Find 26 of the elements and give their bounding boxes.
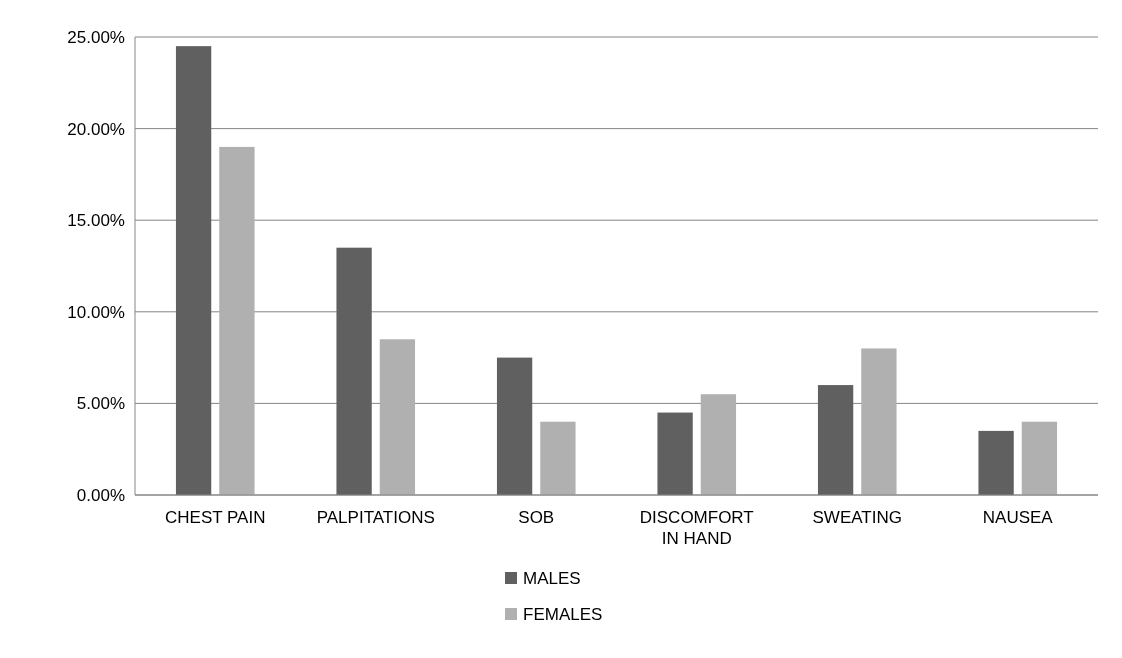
x-tick-label: SWEATING — [812, 508, 902, 527]
x-tick-label: NAUSEA — [982, 508, 1054, 527]
bar — [1021, 421, 1058, 495]
legend-label: FEMALES — [523, 604, 603, 624]
bar — [379, 339, 416, 495]
y-tick-label: 20.00% — [67, 119, 125, 139]
x-tick-label: CHEST PAIN — [165, 508, 266, 527]
bar — [175, 46, 212, 495]
bar — [657, 412, 693, 495]
legend-label: MALES — [523, 568, 581, 588]
x-tick-label: SOB — [518, 508, 555, 527]
bar — [978, 430, 1014, 495]
y-tick-label: 0.00% — [76, 485, 125, 505]
bar — [540, 421, 576, 495]
y-tick-label: 25.00% — [67, 27, 125, 47]
bar — [219, 146, 255, 495]
bar — [817, 385, 854, 495]
bar — [861, 348, 897, 495]
y-tick-label: 5.00% — [76, 394, 125, 414]
y-tick-label: 10.00% — [67, 302, 125, 322]
x-tick-label: PALPITATIONS — [316, 508, 435, 527]
bar — [700, 394, 737, 495]
y-tick-label: 15.00% — [67, 211, 125, 231]
x-tick-label: DISCOMFORT IN HAND — [639, 508, 754, 548]
bar — [496, 357, 533, 495]
bar — [336, 247, 372, 495]
